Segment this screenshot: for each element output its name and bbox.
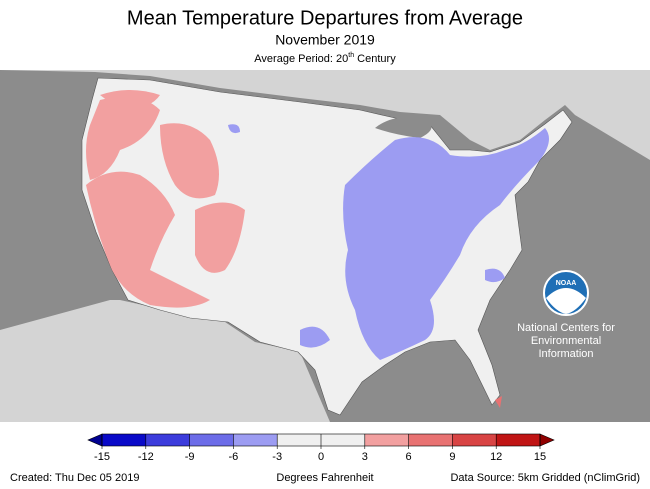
canada <box>0 70 650 160</box>
logo-line: National Centers for <box>517 322 615 334</box>
colorbar-tick-label: -15 <box>94 451 110 463</box>
colorbar-bin <box>145 434 190 446</box>
warm-anomaly <box>495 396 502 408</box>
colorbar-tick-label: -3 <box>272 451 282 463</box>
period-suffix: Century <box>354 53 396 65</box>
colorbar: -15 -12 -9 -6 -3 0 3 6 9 12 15 <box>87 433 555 463</box>
colorbar-bin <box>189 434 234 446</box>
noaa-logo: NOAA <box>543 270 589 316</box>
colorbar-tick-label: 3 <box>362 451 368 463</box>
colorbar-bin <box>102 434 146 446</box>
logo-line: Information <box>538 348 593 360</box>
logo-wave <box>546 288 586 314</box>
colorbar-bin <box>496 434 540 446</box>
colorbar-tick-label: -12 <box>138 451 154 463</box>
colorbar-bin <box>321 434 365 446</box>
colorbar-bin <box>233 434 278 446</box>
colorbar-tick-label: 0 <box>318 451 324 463</box>
colorbar-tick-label: -9 <box>185 451 195 463</box>
period-sup: th <box>348 52 354 59</box>
cool-anomalies <box>228 124 549 360</box>
colorbar-high <box>539 433 555 447</box>
title: Mean Temperature Departures from Average <box>127 7 523 29</box>
mexico <box>0 300 330 422</box>
colorbar-bin <box>408 434 453 446</box>
colorbar-tick-label: 15 <box>534 451 546 463</box>
logo-line: Environmental <box>531 335 601 347</box>
subtitle: November 2019 <box>275 32 375 48</box>
legend-label: Degrees Fahrenheit <box>276 472 373 484</box>
colorbar-bin <box>364 434 409 446</box>
colorbar-bin <box>277 434 321 446</box>
source: Data Source: 5km Gridded (nClimGrid) <box>450 472 640 484</box>
colorbar-low <box>87 433 103 447</box>
colorbar-bin <box>452 434 497 446</box>
colorbar-tick-label: 12 <box>490 451 502 463</box>
map <box>0 70 650 422</box>
colorbar-tick-label: 9 <box>449 451 455 463</box>
period: Average Period: 20th Century <box>254 52 396 65</box>
colorbar-tick-label: 6 <box>406 451 412 463</box>
warm-anomalies <box>86 90 245 308</box>
colorbar-tick-label: -6 <box>229 451 239 463</box>
created: Created: Thu Dec 05 2019 <box>10 472 139 484</box>
logo-name: NOAA <box>556 280 577 287</box>
period-text: Average Period: 20 <box>254 53 348 65</box>
